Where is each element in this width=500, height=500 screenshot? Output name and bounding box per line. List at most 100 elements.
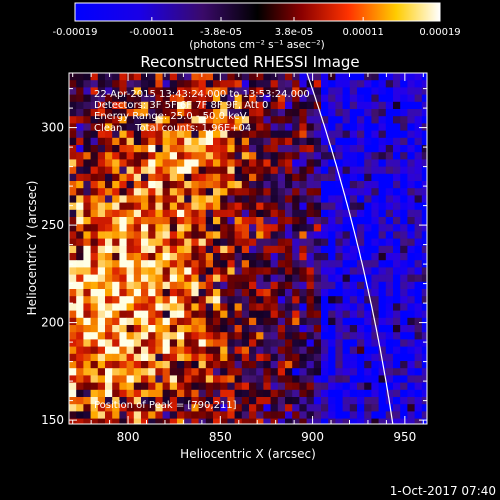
heatmap-cell <box>256 80 264 88</box>
heatmap-cell <box>263 303 271 311</box>
heatmap-cell <box>119 181 127 189</box>
heatmap-cell <box>393 202 401 211</box>
heatmap-cell <box>90 353 99 362</box>
heatmap-cell <box>400 260 408 268</box>
heatmap-cell <box>227 260 235 268</box>
heatmap-cell <box>306 368 315 376</box>
heatmap-cell <box>292 375 300 383</box>
heatmap-cell <box>112 353 120 362</box>
heatmap-cell <box>299 181 307 189</box>
heatmap-cell <box>220 339 228 347</box>
heatmap-cell <box>263 87 271 95</box>
heatmap-cell <box>292 310 300 319</box>
heatmap-cell <box>349 145 358 153</box>
heatmap-cell <box>335 411 343 419</box>
heatmap-cell <box>97 173 106 182</box>
heatmap-cell <box>263 289 271 297</box>
heatmap-cell <box>177 368 185 376</box>
heatmap-cell <box>321 238 329 247</box>
heatmap-cell <box>198 80 207 88</box>
heatmap-cell <box>407 339 415 347</box>
heatmap-cell <box>299 123 307 131</box>
heatmap-cell <box>177 159 185 167</box>
heatmap-cell <box>162 173 171 182</box>
heatmap-cell <box>364 368 372 376</box>
heatmap-cell <box>198 332 207 340</box>
heatmap-cell <box>205 145 214 153</box>
heatmap-cell <box>205 173 214 182</box>
heatmap-cell <box>277 173 286 182</box>
heatmap-cell <box>105 317 113 326</box>
heatmap-cell <box>285 87 293 95</box>
heatmap-cell <box>313 94 322 103</box>
heatmap-cell <box>90 238 99 247</box>
heatmap-cell <box>256 73 264 81</box>
heatmap-cell <box>364 375 372 383</box>
heatmap-cell <box>162 289 171 297</box>
heatmap-cell <box>105 238 113 247</box>
heatmap-cell <box>371 137 379 146</box>
heatmap-cell <box>378 123 387 131</box>
heatmap-cell <box>306 137 315 146</box>
heatmap-cell <box>407 109 415 117</box>
heatmap-cell <box>184 116 192 124</box>
heatmap-cell <box>321 159 329 167</box>
heatmap-cell <box>292 389 300 398</box>
heatmap-cell <box>97 195 106 203</box>
heatmap-cell <box>155 281 163 290</box>
heatmap-cell <box>371 375 379 383</box>
heatmap-cell <box>371 101 379 110</box>
heatmap-cell <box>335 159 343 167</box>
heatmap-cell <box>378 368 387 376</box>
heatmap-cell <box>407 245 415 254</box>
heatmap-cell <box>313 253 322 261</box>
heatmap-cell <box>400 382 408 391</box>
heatmap-cell <box>205 209 214 218</box>
heatmap-cell <box>119 217 127 225</box>
heatmap-cell <box>328 303 336 311</box>
heatmap-cell <box>277 137 286 146</box>
heatmap-cell <box>198 346 207 355</box>
heatmap-cell <box>313 260 322 268</box>
heatmap-cell <box>328 195 336 203</box>
heatmap-cell <box>126 224 135 232</box>
heatmap-cell <box>277 411 286 419</box>
heatmap-cell <box>256 317 264 326</box>
heatmap-cell <box>321 289 329 297</box>
heatmap-cell <box>335 209 343 218</box>
heatmap-cell <box>378 303 387 311</box>
heatmap-cell <box>234 332 243 340</box>
heatmap-cell <box>357 94 365 103</box>
heatmap-cell <box>285 195 293 203</box>
heatmap-cell <box>141 281 149 290</box>
heatmap-cell <box>385 73 394 81</box>
heatmap-cell <box>277 389 286 398</box>
heatmap-cell <box>407 123 415 131</box>
heatmap-cell <box>90 73 99 81</box>
heatmap-cell <box>414 217 423 225</box>
heatmap-cell <box>177 339 185 347</box>
heatmap-cell <box>393 310 401 319</box>
heatmap-cell <box>69 209 77 218</box>
heatmap-cell <box>105 382 113 391</box>
heatmap-cell <box>321 116 329 124</box>
heatmap-cell <box>234 382 243 391</box>
heatmap-cell <box>184 296 192 304</box>
heatmap-cell <box>177 101 185 110</box>
heatmap-cell <box>400 267 408 275</box>
heatmap-cell <box>133 80 142 88</box>
heatmap-cell <box>407 101 415 110</box>
heatmap-cell <box>184 310 192 319</box>
heatmap-cell <box>162 361 171 369</box>
heatmap-cell <box>234 152 243 160</box>
heatmap-cell <box>220 123 228 131</box>
heatmap-cell <box>393 317 401 326</box>
heatmap-cell <box>292 109 300 117</box>
heatmap-cell <box>112 245 120 254</box>
heatmap-cell <box>400 145 408 153</box>
heatmap-cell <box>155 274 163 283</box>
heatmap-cell <box>371 346 379 355</box>
heatmap-cell <box>256 101 264 110</box>
heatmap-cell <box>177 224 185 232</box>
heatmap-cell <box>69 389 77 398</box>
